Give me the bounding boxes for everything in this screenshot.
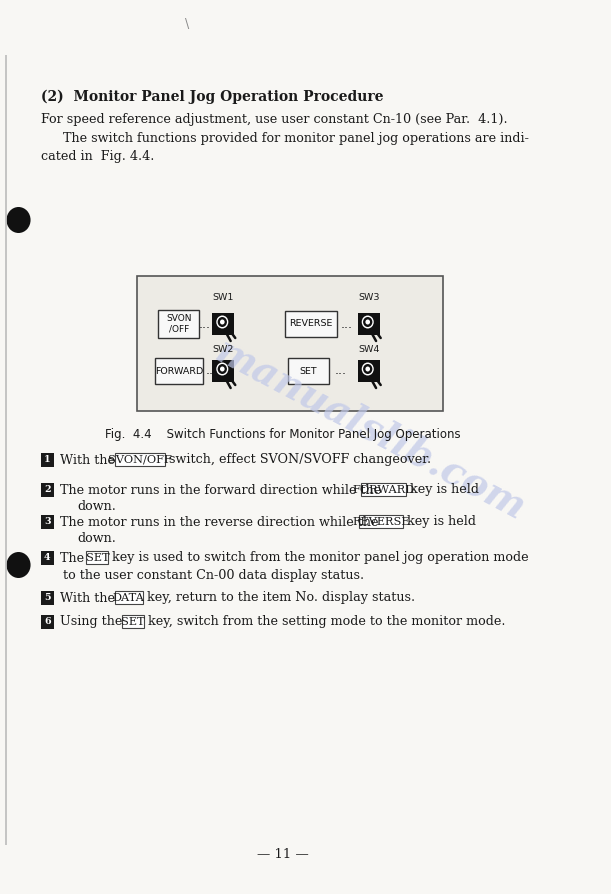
Circle shape: [220, 367, 225, 372]
Text: Using the: Using the: [60, 615, 126, 628]
Text: ...: ...: [205, 365, 217, 377]
Text: REVERSE: REVERSE: [290, 319, 333, 328]
Bar: [41, 551, 54, 565]
Bar: [359, 515, 403, 527]
Bar: [137, 276, 443, 411]
Text: ...: ...: [199, 317, 211, 331]
Bar: [212, 313, 235, 335]
Bar: [41, 615, 54, 629]
Text: 2: 2: [44, 485, 51, 494]
Bar: [285, 311, 337, 337]
Circle shape: [216, 362, 229, 375]
Circle shape: [365, 367, 370, 372]
Text: SVON
/OFF: SVON /OFF: [166, 315, 191, 333]
Circle shape: [220, 319, 225, 325]
Text: DATA: DATA: [113, 593, 145, 603]
Bar: [41, 515, 54, 529]
Text: SW3: SW3: [358, 293, 379, 302]
Circle shape: [216, 316, 229, 328]
Bar: [288, 358, 329, 384]
Text: SW2: SW2: [213, 344, 234, 353]
Bar: [115, 452, 165, 466]
Text: (2)  Monitor Panel Jog Operation Procedure: (2) Monitor Panel Jog Operation Procedur…: [41, 90, 383, 105]
Circle shape: [218, 317, 227, 327]
Bar: [158, 310, 199, 338]
Text: Fig.  4.4    Switch Functions for Monitor Panel Jog Operations: Fig. 4.4 Switch Functions for Monitor Pa…: [104, 428, 460, 441]
Bar: [122, 614, 144, 628]
Text: For speed reference adjustment, use user constant Cn-10 (see Par.  4.1).: For speed reference adjustment, use user…: [41, 113, 507, 126]
Text: FORWARD: FORWARD: [155, 367, 203, 375]
Circle shape: [365, 319, 370, 325]
Circle shape: [7, 207, 31, 233]
Text: 5: 5: [44, 594, 51, 603]
Text: SVON/OFF: SVON/OFF: [108, 455, 172, 465]
Text: SW4: SW4: [358, 344, 379, 353]
Bar: [86, 551, 109, 563]
Text: key is used to switch from the monitor panel jog operation mode: key is used to switch from the monitor p…: [109, 552, 529, 564]
Bar: [155, 358, 203, 384]
Text: With the: With the: [60, 592, 119, 604]
Text: The motor runs in the reverse direction while the: The motor runs in the reverse direction …: [60, 516, 382, 528]
Text: manualslib.com: manualslib.com: [209, 333, 532, 527]
Bar: [115, 591, 142, 603]
Text: — 11 —: — 11 —: [257, 848, 309, 861]
Text: key is held: key is held: [403, 516, 477, 528]
Bar: [41, 483, 54, 497]
Text: key is held: key is held: [406, 484, 479, 496]
Text: down.: down.: [78, 501, 117, 513]
Circle shape: [218, 364, 227, 374]
Text: 6: 6: [44, 618, 51, 627]
Circle shape: [7, 552, 31, 578]
Circle shape: [363, 364, 372, 374]
Text: down.: down.: [78, 533, 117, 545]
Bar: [212, 360, 235, 382]
Text: With the: With the: [60, 453, 119, 467]
Text: cated in  Fig. 4.4.: cated in Fig. 4.4.: [41, 150, 154, 163]
Text: key, switch from the setting mode to the monitor mode.: key, switch from the setting mode to the…: [144, 615, 505, 628]
Text: The: The: [60, 552, 89, 564]
Text: REVERSE: REVERSE: [353, 517, 410, 527]
Text: 4: 4: [44, 553, 51, 562]
Bar: [357, 313, 380, 335]
Bar: [41, 591, 54, 605]
Circle shape: [362, 362, 374, 375]
Bar: [362, 483, 406, 495]
Text: key, return to the item No. display status.: key, return to the item No. display stat…: [142, 592, 415, 604]
Text: SET: SET: [86, 553, 109, 563]
Text: 1: 1: [44, 456, 51, 465]
Bar: [41, 453, 54, 467]
Circle shape: [362, 316, 374, 328]
Text: The switch functions provided for monitor panel jog operations are indi-: The switch functions provided for monito…: [63, 132, 529, 145]
Text: SET: SET: [299, 367, 317, 375]
Text: ...: ...: [340, 317, 353, 331]
Text: ...: ...: [335, 365, 347, 377]
Text: \: \: [185, 18, 189, 31]
Text: FORWARD: FORWARD: [353, 485, 415, 495]
Text: to the user constant Cn-00 data display status.: to the user constant Cn-00 data display …: [63, 569, 364, 581]
Text: 3: 3: [44, 518, 51, 527]
Text: SW1: SW1: [213, 293, 234, 302]
Text: The motor runs in the forward direction while the: The motor runs in the forward direction …: [60, 484, 386, 496]
Bar: [357, 360, 380, 382]
Text: SET: SET: [121, 617, 145, 627]
Circle shape: [363, 317, 372, 327]
Text: switch, effect SVON/SVOFF changeover.: switch, effect SVON/SVOFF changeover.: [165, 453, 431, 467]
